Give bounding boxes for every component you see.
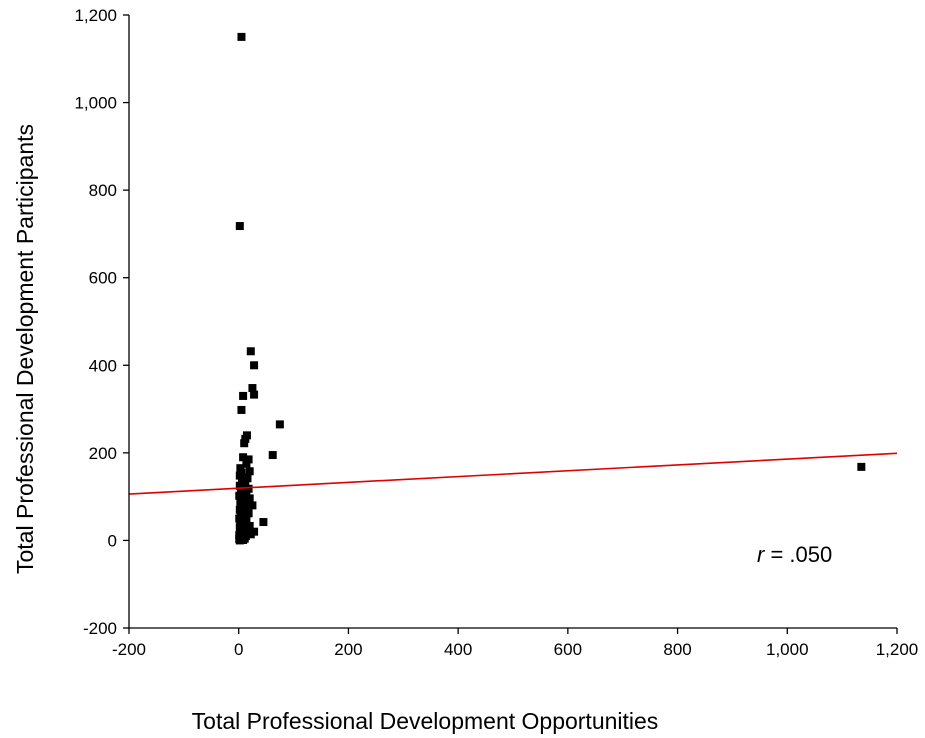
data-point (268, 451, 277, 460)
data-point (244, 509, 253, 518)
data-point (237, 405, 246, 414)
data-point (244, 484, 253, 493)
data-point (236, 518, 245, 527)
y-tick-label: 1,000 (74, 94, 117, 113)
data-point (236, 487, 245, 496)
y-tick-label: 0 (108, 531, 117, 550)
x-tick-label: 1,200 (876, 640, 919, 659)
x-tick-label: 400 (444, 640, 472, 659)
regression-line (128, 452, 898, 495)
data-point (236, 497, 245, 506)
y-tick-label: 400 (89, 356, 117, 375)
data-point (246, 530, 255, 539)
data-point (236, 464, 245, 473)
x-tick-label: 1,000 (766, 640, 809, 659)
fit-line-layer (128, 452, 898, 495)
data-point (240, 439, 249, 448)
data-point (235, 222, 244, 231)
y-tick-label: 800 (89, 181, 117, 200)
data-point (238, 524, 247, 533)
data-point (242, 459, 251, 468)
data-point (239, 453, 248, 462)
correlation-annotation: r = .050 (757, 542, 832, 567)
data-point (245, 494, 254, 503)
data-point (259, 518, 268, 527)
data-point (237, 32, 246, 41)
x-tick-label: -200 (112, 640, 146, 659)
data-point (275, 420, 284, 429)
data-point (235, 491, 244, 500)
y-axis-title: Total Professional Development Participa… (12, 124, 38, 574)
x-tick-label: 200 (334, 640, 362, 659)
correlation-symbol: r (757, 542, 766, 567)
y-tick-label: 200 (89, 444, 117, 463)
x-tick-label: 800 (663, 640, 691, 659)
y-tick-label: -200 (83, 619, 117, 638)
data-point (243, 474, 252, 483)
data-point (245, 467, 254, 476)
data-point (241, 434, 250, 443)
data-point (248, 501, 257, 510)
data-point (857, 462, 866, 471)
data-point (235, 471, 244, 480)
data-points (235, 32, 866, 545)
correlation-value: = .050 (764, 542, 832, 567)
data-point (242, 489, 251, 498)
x-tick-label: 0 (234, 640, 243, 659)
y-tick-label: 600 (89, 269, 117, 288)
x-tick-label: 600 (554, 640, 582, 659)
data-point (239, 535, 248, 544)
data-point (244, 455, 253, 464)
x-axis-title: Total Professional Development Opportuni… (192, 708, 659, 734)
y-tick-label: 1,200 (74, 6, 117, 25)
data-point (250, 361, 259, 370)
axes: -200 0 200 400 600 800 1,000 1,200 -200 0 200 400 60… (74, 6, 918, 659)
data-point (246, 347, 255, 356)
data-point (241, 479, 250, 488)
data-point (248, 384, 257, 393)
data-point (239, 391, 248, 400)
data-point (250, 390, 259, 399)
